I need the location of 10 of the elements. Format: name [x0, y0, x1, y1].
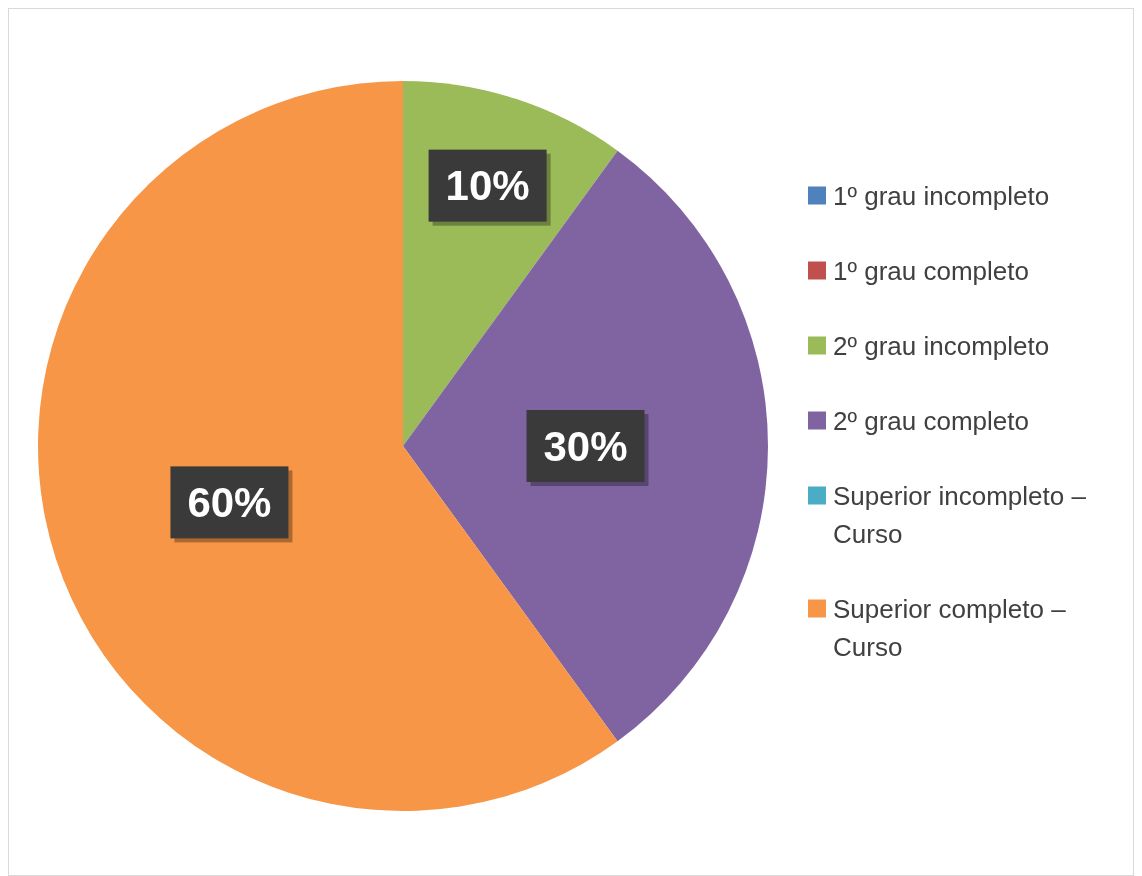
legend-label: 2º grau incompleto — [833, 330, 1050, 361]
data-label: 60% — [187, 478, 272, 526]
legend-label: Superior incompleto – Curso — [833, 480, 1087, 549]
data-label: 10% — [445, 162, 530, 210]
legend-label: 1º grau completo — [833, 255, 1029, 286]
pie-slice — [403, 150, 768, 742]
legend-label: 2º grau completo — [833, 405, 1029, 436]
data-label: 30% — [543, 422, 628, 470]
legend-label: 1º grau incompleto — [833, 180, 1050, 211]
legend-label: Superior completo – Curso — [833, 593, 1067, 662]
